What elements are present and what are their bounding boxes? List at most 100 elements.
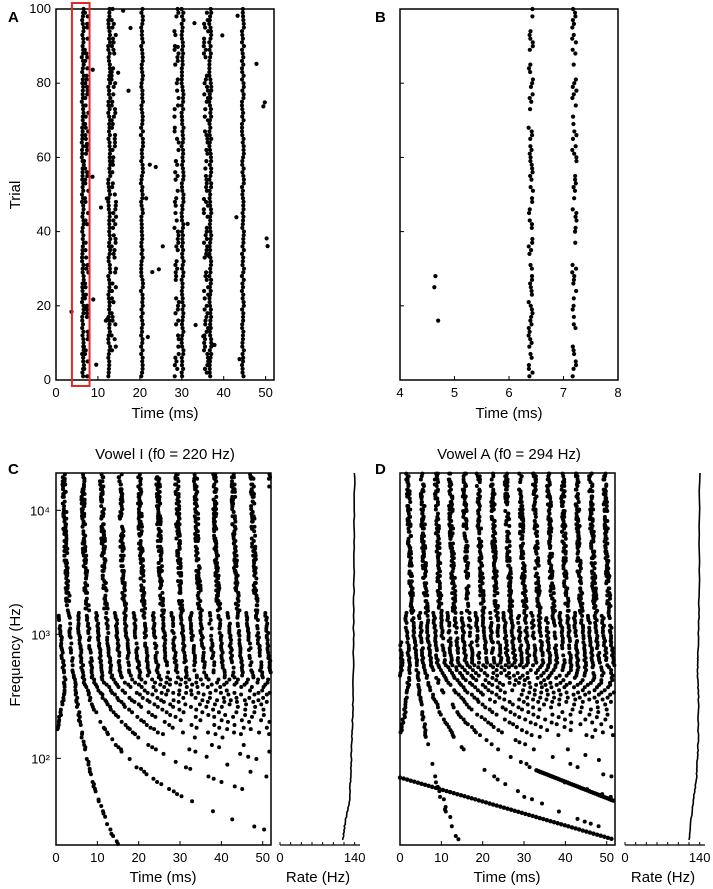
spike-dot xyxy=(490,675,495,680)
spike-dot xyxy=(207,147,213,153)
spike-dot xyxy=(576,549,581,554)
spike-dot xyxy=(529,288,534,294)
x-tick-label: 10 xyxy=(91,385,105,400)
spike-dot xyxy=(562,725,567,730)
x-tick-label: 5 xyxy=(451,385,458,400)
panel-c-neurogram: Vowel I (f0 = 220 Hz) 0 10 20 30 40 50 10²10³… xyxy=(7,446,273,886)
spike-dot xyxy=(112,136,117,141)
spike-dot xyxy=(202,296,207,301)
spike-dot xyxy=(536,715,541,720)
spike-dot xyxy=(176,599,181,604)
spike-dot xyxy=(477,733,482,738)
spike-dot xyxy=(107,14,112,19)
spike-dot xyxy=(140,322,145,327)
spike-dot xyxy=(143,606,148,611)
spike-dot xyxy=(407,675,412,680)
spike-dot xyxy=(179,288,184,294)
spike-dot xyxy=(150,677,155,682)
spike-dot xyxy=(450,541,455,546)
spike-dot xyxy=(507,670,512,675)
spike-dot xyxy=(198,677,203,682)
spike-dot xyxy=(207,359,213,364)
spike-dot xyxy=(240,340,245,345)
spike-dot xyxy=(126,660,131,665)
spike-dot xyxy=(214,564,219,569)
spike-dot xyxy=(604,507,609,512)
spike-dot xyxy=(181,136,186,141)
spike-dot xyxy=(528,281,533,286)
spike-dot xyxy=(181,311,186,316)
spike-dot xyxy=(180,47,185,52)
spike-dot xyxy=(240,296,245,301)
spike-dot xyxy=(574,133,579,138)
spike-dot xyxy=(496,640,501,645)
spike-dot xyxy=(100,573,105,578)
spike-dot xyxy=(487,707,492,712)
spike-dot xyxy=(454,630,459,635)
spike-dot xyxy=(447,522,452,527)
spike-dot xyxy=(106,184,111,190)
spike-dot xyxy=(240,170,245,175)
spike-dot xyxy=(239,184,245,190)
spike-dot xyxy=(570,344,575,349)
spike-dot xyxy=(513,665,518,670)
spike-dot xyxy=(161,751,166,756)
spike-dot xyxy=(61,680,66,685)
spike-dot xyxy=(561,653,566,658)
spike-dot xyxy=(139,270,144,275)
spike-dot xyxy=(174,244,179,249)
spike-dot xyxy=(234,680,239,685)
spike-dot xyxy=(131,611,136,616)
spike-dot xyxy=(174,663,179,668)
spike-dot xyxy=(140,110,145,115)
spike-dot xyxy=(175,162,180,167)
spike-dot xyxy=(573,697,578,702)
spike-dot xyxy=(405,522,410,527)
spike-dot xyxy=(153,688,158,693)
y-tick-label: 100 xyxy=(29,1,51,16)
panel-c-ylabel: Frequency (Hz) xyxy=(7,603,24,706)
spike-dot xyxy=(504,643,509,648)
spike-dot xyxy=(511,673,516,678)
spike-dot xyxy=(546,514,551,519)
spike-dot xyxy=(472,663,477,668)
spike-dot xyxy=(134,765,139,770)
spike-dot xyxy=(139,25,144,30)
spike-dot xyxy=(516,680,521,685)
spike-dot xyxy=(246,754,251,759)
spike-dot xyxy=(241,84,246,90)
spike-dot xyxy=(209,351,214,357)
spike-dot xyxy=(585,682,590,687)
spike-dot xyxy=(248,727,253,732)
spike-dot xyxy=(247,641,252,646)
spike-dot xyxy=(433,774,438,779)
spike-dot xyxy=(218,621,223,626)
spike-dot xyxy=(560,539,565,544)
spike-dot xyxy=(78,723,83,728)
spike-dot xyxy=(140,359,145,364)
spike-dot xyxy=(519,643,524,648)
spike-dot xyxy=(180,121,185,127)
spike-dot xyxy=(139,199,144,205)
spike-dot xyxy=(109,69,114,75)
spike-dot xyxy=(549,720,554,725)
spike-dot xyxy=(530,44,535,49)
spike-dot xyxy=(256,690,261,695)
spike-dot xyxy=(573,266,579,271)
spike-dot xyxy=(528,155,533,160)
spike-dot xyxy=(573,613,578,618)
spike-dot xyxy=(171,698,176,703)
spike-dot xyxy=(478,584,483,589)
spike-dot xyxy=(225,719,230,724)
spike-dot xyxy=(546,529,551,534)
spike-dot xyxy=(207,303,213,308)
spike-dot xyxy=(575,514,580,519)
x-tick-label: 0 xyxy=(52,385,59,400)
spike-dot xyxy=(123,606,128,611)
spike-dot xyxy=(207,144,212,149)
spike-dot xyxy=(539,690,544,695)
spike-dot xyxy=(181,329,186,334)
spike-dot xyxy=(201,288,207,294)
spike-dot xyxy=(164,680,169,685)
spike-dot xyxy=(433,628,438,633)
